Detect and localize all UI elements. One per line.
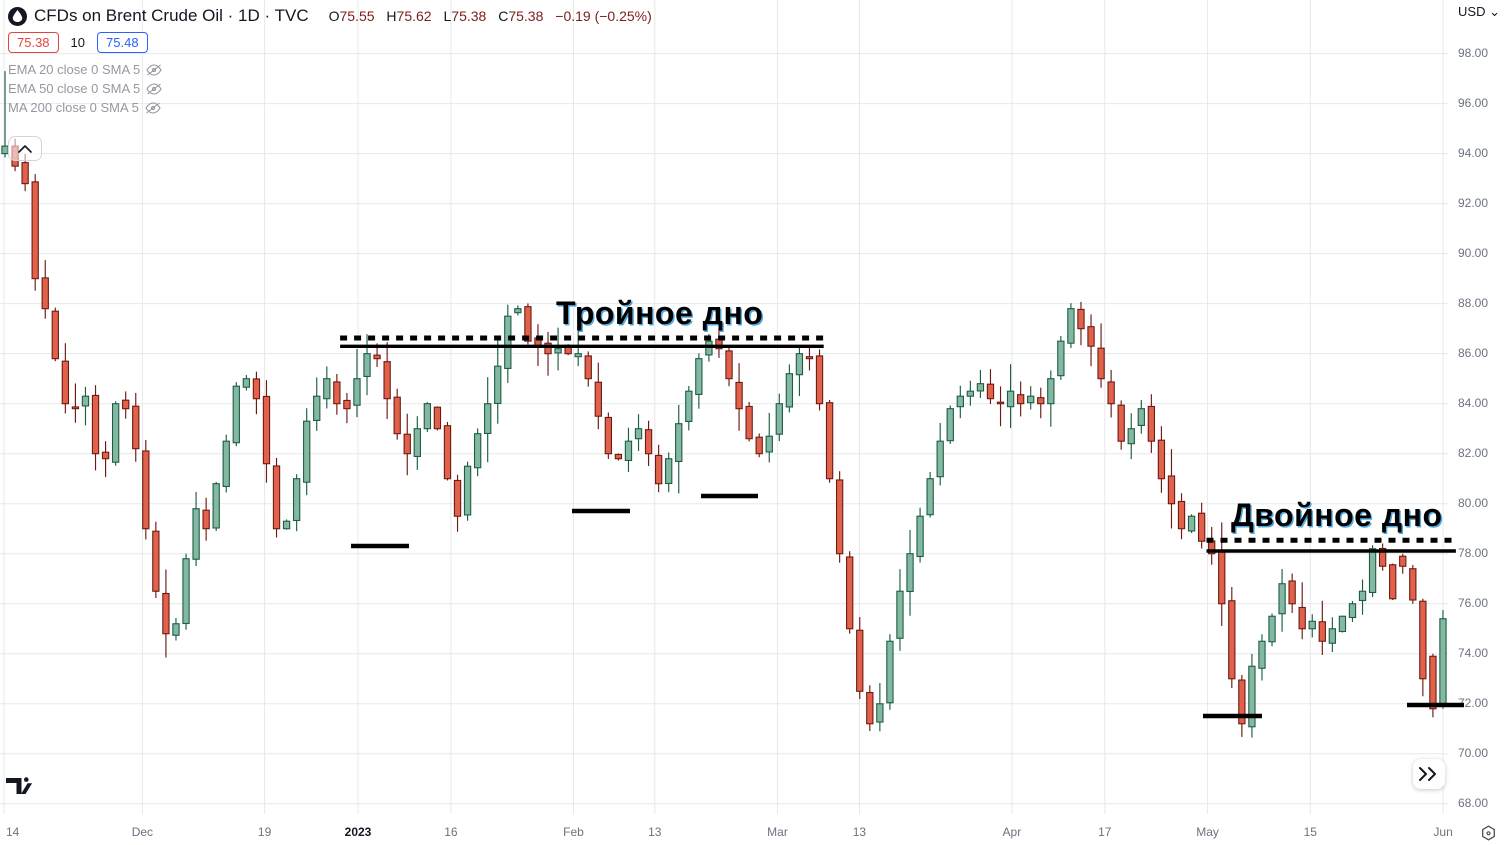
svg-text:2023: 2023 <box>345 825 372 839</box>
svg-text:78.00: 78.00 <box>1458 546 1488 560</box>
svg-text:15: 15 <box>1304 825 1318 839</box>
svg-text:68.00: 68.00 <box>1458 796 1488 810</box>
svg-text:98.00: 98.00 <box>1458 46 1488 60</box>
svg-text:88.00: 88.00 <box>1458 296 1488 310</box>
svg-text:Apr: Apr <box>1003 825 1022 839</box>
svg-text:92.00: 92.00 <box>1458 196 1488 210</box>
svg-text:14: 14 <box>6 825 20 839</box>
svg-text:Dec: Dec <box>132 825 153 839</box>
svg-text:13: 13 <box>648 825 662 839</box>
svg-text:13: 13 <box>853 825 867 839</box>
svg-text:94.00: 94.00 <box>1458 146 1488 160</box>
svg-text:74.00: 74.00 <box>1458 646 1488 660</box>
svg-text:Jun: Jun <box>1433 825 1452 839</box>
svg-text:90.00: 90.00 <box>1458 246 1488 260</box>
svg-text:84.00: 84.00 <box>1458 396 1488 410</box>
svg-text:Feb: Feb <box>563 825 584 839</box>
svg-text:82.00: 82.00 <box>1458 446 1488 460</box>
svg-text:70.00: 70.00 <box>1458 746 1488 760</box>
svg-text:Mar: Mar <box>767 825 788 839</box>
svg-text:19: 19 <box>258 825 272 839</box>
svg-text:80.00: 80.00 <box>1458 496 1488 510</box>
svg-text:86.00: 86.00 <box>1458 346 1488 360</box>
svg-text:May: May <box>1196 825 1219 839</box>
svg-text:16: 16 <box>444 825 458 839</box>
svg-text:96.00: 96.00 <box>1458 96 1488 110</box>
svg-text:76.00: 76.00 <box>1458 596 1488 610</box>
svg-text:17: 17 <box>1098 825 1112 839</box>
